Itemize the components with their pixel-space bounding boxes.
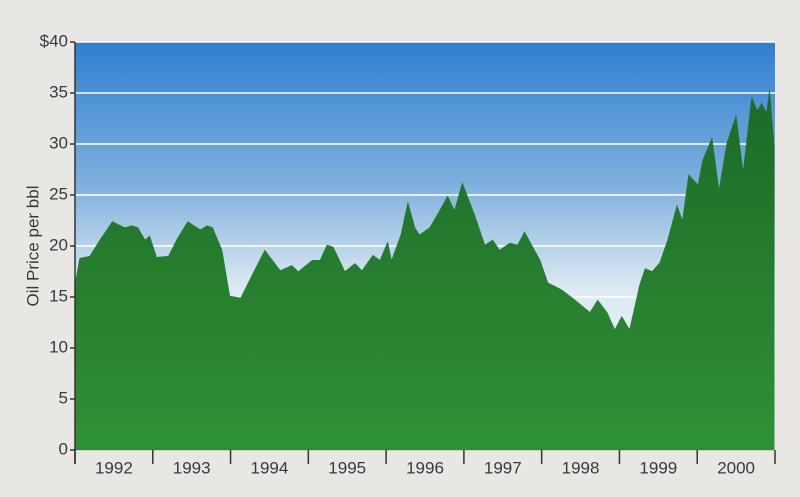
y-tick-label: 25	[49, 184, 68, 203]
axes: 0 5 10 15 20 25 30 35 $40 1992 1993 1994 1995 1996 199…	[40, 31, 776, 477]
area	[74, 89, 775, 451]
x-tick-label: 1999	[639, 458, 677, 477]
y-axis-label: Oil Price per bbl	[23, 186, 42, 307]
y-tick-label: $40	[40, 31, 68, 50]
y-tick-label: 15	[49, 286, 68, 305]
y-tick-label: 0	[59, 439, 68, 458]
y-tick-label: 35	[49, 82, 68, 101]
x-tick-label: 1996	[406, 458, 444, 477]
x-tick-label: 1997	[484, 458, 522, 477]
x-tick-label: 1992	[95, 458, 133, 477]
y-tick-label: 20	[49, 235, 68, 254]
y-tick-label: 30	[49, 133, 68, 152]
x-tick-label: 1998	[562, 458, 600, 477]
x-tick-label: 2000	[717, 458, 755, 477]
x-tick-label: 1993	[173, 458, 211, 477]
y-tick-label: 5	[59, 388, 68, 407]
x-tick-label: 1995	[328, 458, 366, 477]
x-tick-label: 1994	[251, 458, 289, 477]
y-tick-label: 10	[49, 337, 68, 356]
area-layer	[74, 89, 775, 451]
